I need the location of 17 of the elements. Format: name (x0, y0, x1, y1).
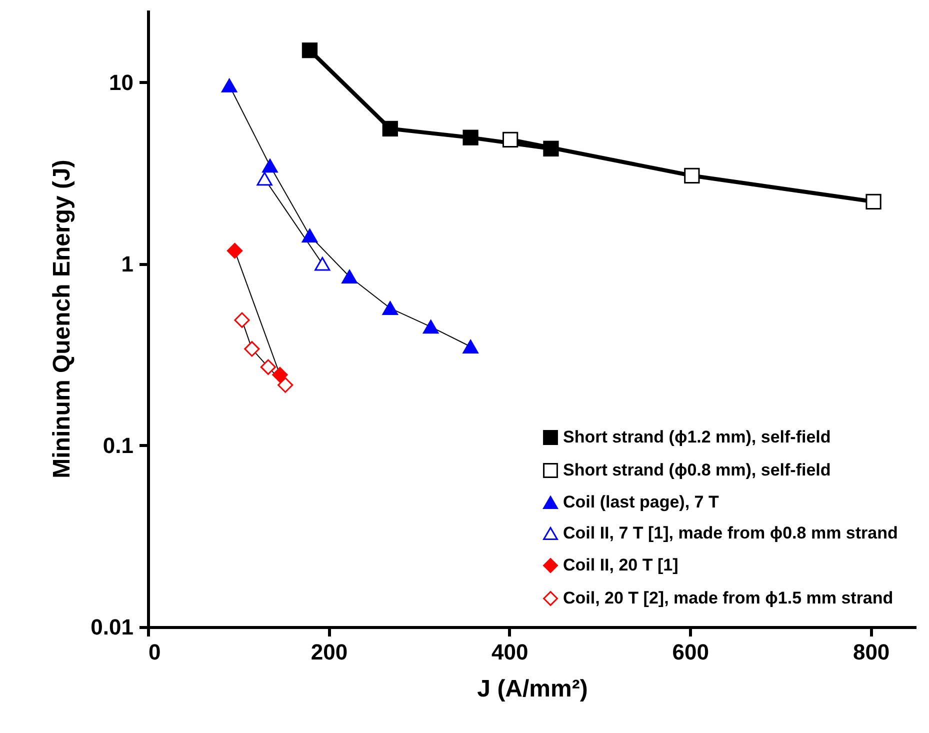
x-tick-label: 800 (852, 640, 890, 664)
legend-label: Coil (last page), 7 T (563, 492, 720, 512)
legend-label: Short strand (ϕ0.8 mm), self-field (563, 460, 831, 480)
legend-label: Coil, 20 T [2], made from ϕ1.5 mm strand (563, 588, 894, 608)
y-tick-label: 0.01 (90, 614, 134, 640)
x-axis-title: J (A/mm²) (477, 676, 588, 702)
x-tick-label: 0 (148, 640, 161, 664)
x-tick-label: 200 (310, 640, 348, 664)
y-tick-label: 1 (121, 251, 134, 276)
x-tick-label: 400 (492, 640, 528, 664)
y-axis-title: Mininum Quench Energy (J) (48, 160, 76, 478)
y-tick-label: 10 (109, 70, 134, 95)
legend-label: Coil II, 7 T [1], made from ϕ0.8 mm strand (563, 524, 898, 542)
x-tick-label: 600 (672, 640, 709, 664)
legend-label: Short strand (ϕ1.2 mm), self-field (563, 428, 831, 446)
y-tick-label: 0.1 (102, 432, 134, 458)
legend-label: Coil II, 20 T [1] (563, 556, 678, 574)
